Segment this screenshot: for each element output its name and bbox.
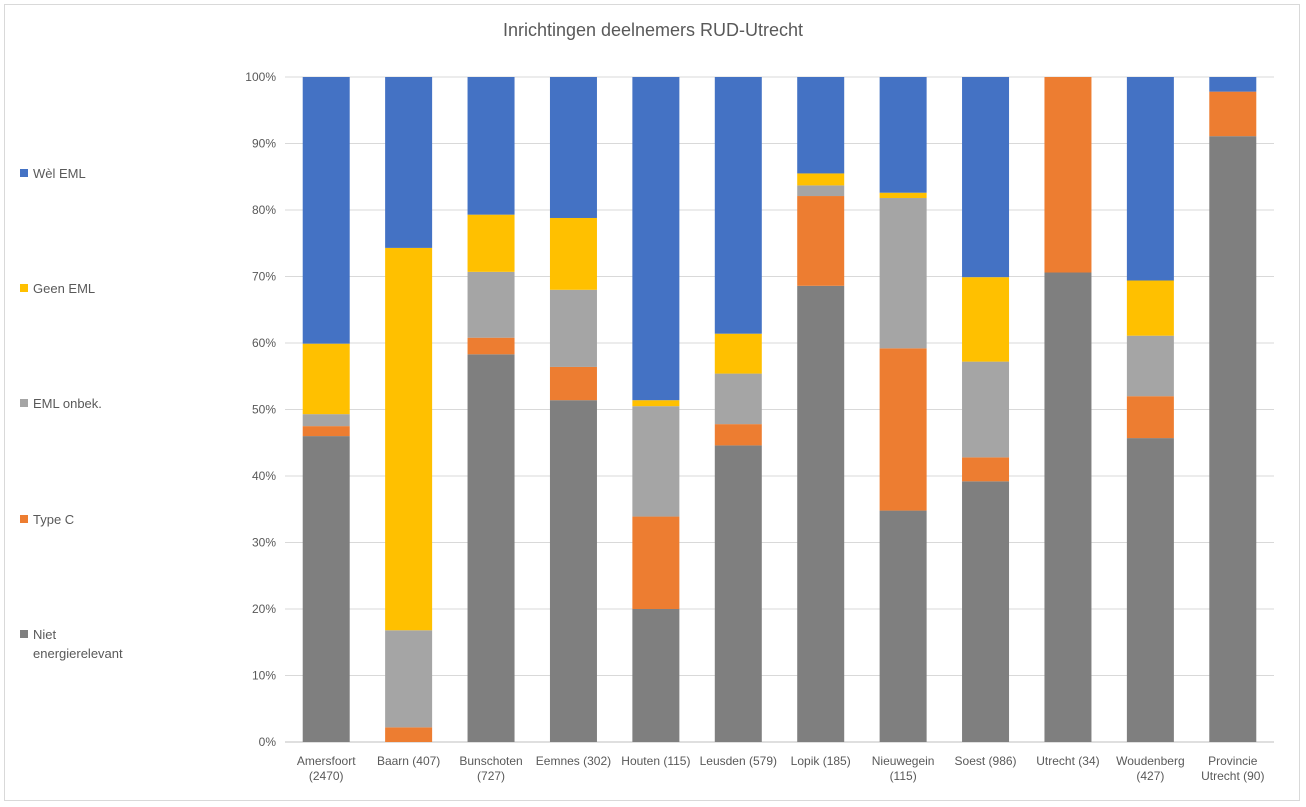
bar-segment — [632, 77, 680, 401]
bars — [302, 77, 1257, 742]
bar-segment — [797, 173, 845, 186]
y-tick-label: 20% — [252, 602, 276, 616]
bar-segment — [879, 77, 927, 193]
y-tick-label: 10% — [252, 669, 276, 683]
bar-segment — [714, 424, 762, 446]
bar-segment — [467, 77, 515, 215]
bar-segment — [1126, 396, 1174, 439]
x-tick-label: Eemnes (302) — [536, 754, 611, 768]
y-tick-label: 30% — [252, 536, 276, 550]
bar-segment — [797, 185, 845, 197]
bar-segment — [714, 445, 762, 742]
y-tick-label: 0% — [259, 735, 277, 749]
bar-segment — [714, 373, 762, 425]
bar-segment — [714, 333, 762, 374]
x-tick-label: Leusden (579) — [700, 754, 777, 768]
bar-segment — [302, 426, 350, 437]
bar-segment — [302, 414, 350, 427]
bar-segment — [1126, 438, 1174, 742]
legend-label: EML onbek. — [33, 396, 102, 411]
bar-segment — [962, 77, 1010, 278]
bar-segment — [1209, 136, 1257, 742]
bar-segment — [549, 366, 597, 401]
bar-segment — [797, 77, 845, 174]
x-tick-label: Bunschoten (727) — [459, 754, 522, 783]
y-tick-label: 100% — [245, 70, 276, 84]
bar-segment — [385, 630, 433, 728]
legend-swatch — [20, 515, 28, 523]
bar-segment — [879, 510, 927, 742]
bar-segment — [632, 609, 680, 742]
x-tick-label: Amersfoort (2470) — [297, 754, 356, 783]
bar-segment — [549, 400, 597, 742]
y-tick-labels: 0% 10% 20% 30% 40% 50% 60% 70% 80% 90% 100% — [245, 70, 276, 749]
x-tick-label: Lopik (185) — [791, 754, 851, 768]
bar-segment — [385, 247, 433, 631]
bar-segment — [632, 516, 680, 609]
bar-segment — [797, 196, 845, 286]
y-tick-label: 70% — [252, 270, 276, 284]
bar-segment — [302, 436, 350, 742]
y-tick-label: 90% — [252, 137, 276, 151]
x-tick-labels: Amersfoort (2470) Baarn (407) Bunschoten (72… — [297, 754, 1265, 783]
bar-segment — [1126, 77, 1174, 281]
chart-title: Inrichtingen deelnemers RUD-Utrecht — [502, 20, 804, 40]
y-tick-label: 60% — [252, 336, 276, 350]
bar-segment — [1044, 77, 1092, 273]
bar-segment — [962, 457, 1010, 482]
x-tick-label: Soest (986) — [955, 754, 1017, 768]
x-tick-label: Woudenberg (427) — [1116, 754, 1185, 783]
bar-segment — [1044, 272, 1092, 742]
bar-segment — [385, 77, 433, 248]
bar-segment — [1209, 91, 1257, 137]
bar-segment — [467, 354, 515, 742]
y-tick-label: 80% — [252, 203, 276, 217]
bar-segment — [797, 285, 845, 742]
bar-segment — [467, 337, 515, 355]
y-tick-label: 40% — [252, 469, 276, 483]
bar-segment — [302, 343, 350, 415]
x-tick-label: Nieuwegein (115) — [872, 754, 935, 783]
legend-label: Geen EML — [33, 281, 96, 296]
bar-segment — [1126, 280, 1174, 336]
bar-segment — [549, 289, 597, 367]
bar-segment — [467, 271, 515, 338]
gridlines — [285, 76, 1274, 743]
bar-segment — [879, 198, 927, 349]
x-tick-label: Provincie Utrecht (90) — [1201, 754, 1264, 783]
y-tick-label: 50% — [252, 403, 276, 417]
bar-segment — [467, 214, 515, 272]
legend-swatch — [20, 630, 28, 638]
legend-label: Wèl EML — [33, 166, 86, 181]
bar-segment — [1209, 77, 1257, 92]
bar-segment — [1126, 335, 1174, 397]
legend-swatch — [20, 284, 28, 292]
bar-segment — [714, 77, 762, 334]
bar-segment — [549, 77, 597, 218]
x-tick-label: Houten (115) — [621, 754, 690, 768]
bar-segment — [962, 481, 1010, 742]
legend-label: Niet energierelevant — [33, 627, 123, 661]
bar-segment — [549, 217, 597, 290]
bar-segment — [879, 192, 927, 199]
bar-segment — [302, 77, 350, 344]
bar-segment — [385, 727, 433, 742]
bar-segment — [962, 277, 1010, 362]
legend-swatch — [20, 399, 28, 407]
bar-segment — [632, 400, 680, 407]
x-tick-label: Utrecht (34) — [1036, 754, 1099, 768]
bar-segment — [879, 348, 927, 511]
legend-swatch — [20, 169, 28, 177]
legend-label: Type C — [33, 512, 75, 527]
bar-segment — [632, 406, 680, 517]
bar-segment — [962, 361, 1010, 458]
x-tick-label: Baarn (407) — [377, 754, 440, 768]
